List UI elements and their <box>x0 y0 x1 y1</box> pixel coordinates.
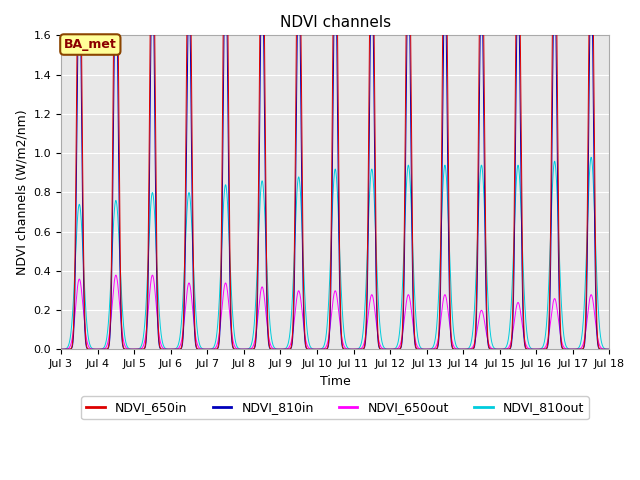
NDVI_650out <box>264 328 271 334</box>
NDVI_650in <box>188 45 195 51</box>
X-axis label: Time: Time <box>320 374 351 387</box>
NDVI_650out <box>184 281 192 287</box>
NDVI_650out <box>112 272 120 278</box>
Text: BA_met: BA_met <box>64 38 116 51</box>
NDVI_810out <box>190 277 198 283</box>
NDVI_810in <box>605 347 613 352</box>
NDVI_650out <box>57 347 65 352</box>
NDVI_650in <box>303 346 310 351</box>
NDVI_810out <box>264 283 271 288</box>
NDVI_810in <box>188 126 195 132</box>
NDVI_650out <box>190 323 198 328</box>
NDVI_650out <box>602 347 609 352</box>
NDVI_810out <box>184 192 192 197</box>
NDVI_810in <box>264 331 271 336</box>
Line: NDVI_650in: NDVI_650in <box>61 0 609 349</box>
Title: NDVI channels: NDVI channels <box>280 15 391 30</box>
NDVI_810in <box>303 346 310 352</box>
Legend: NDVI_650in, NDVI_810in, NDVI_650out, NDVI_810out: NDVI_650in, NDVI_810in, NDVI_650out, NDV… <box>81 396 589 420</box>
NDVI_810out <box>188 214 195 219</box>
NDVI_650out <box>188 293 195 299</box>
NDVI_650out <box>303 341 310 347</box>
NDVI_810out <box>588 155 595 160</box>
Line: NDVI_810out: NDVI_810out <box>61 157 609 349</box>
NDVI_810in <box>57 347 65 352</box>
NDVI_810in <box>190 319 198 325</box>
NDVI_650in <box>190 300 198 306</box>
NDVI_810in <box>184 0 192 3</box>
Y-axis label: NDVI channels (W/m2/nm): NDVI channels (W/m2/nm) <box>15 109 28 275</box>
Line: NDVI_810in: NDVI_810in <box>61 0 609 349</box>
NDVI_650in <box>264 320 271 325</box>
NDVI_650in <box>605 347 613 352</box>
NDVI_650in <box>57 347 65 352</box>
NDVI_810out <box>605 347 613 352</box>
NDVI_650out <box>605 347 613 352</box>
Line: NDVI_650out: NDVI_650out <box>61 275 609 349</box>
NDVI_810out <box>602 346 609 352</box>
NDVI_650in <box>602 347 609 352</box>
NDVI_810in <box>602 347 609 352</box>
NDVI_810out <box>303 324 310 329</box>
NDVI_810out <box>57 347 65 352</box>
